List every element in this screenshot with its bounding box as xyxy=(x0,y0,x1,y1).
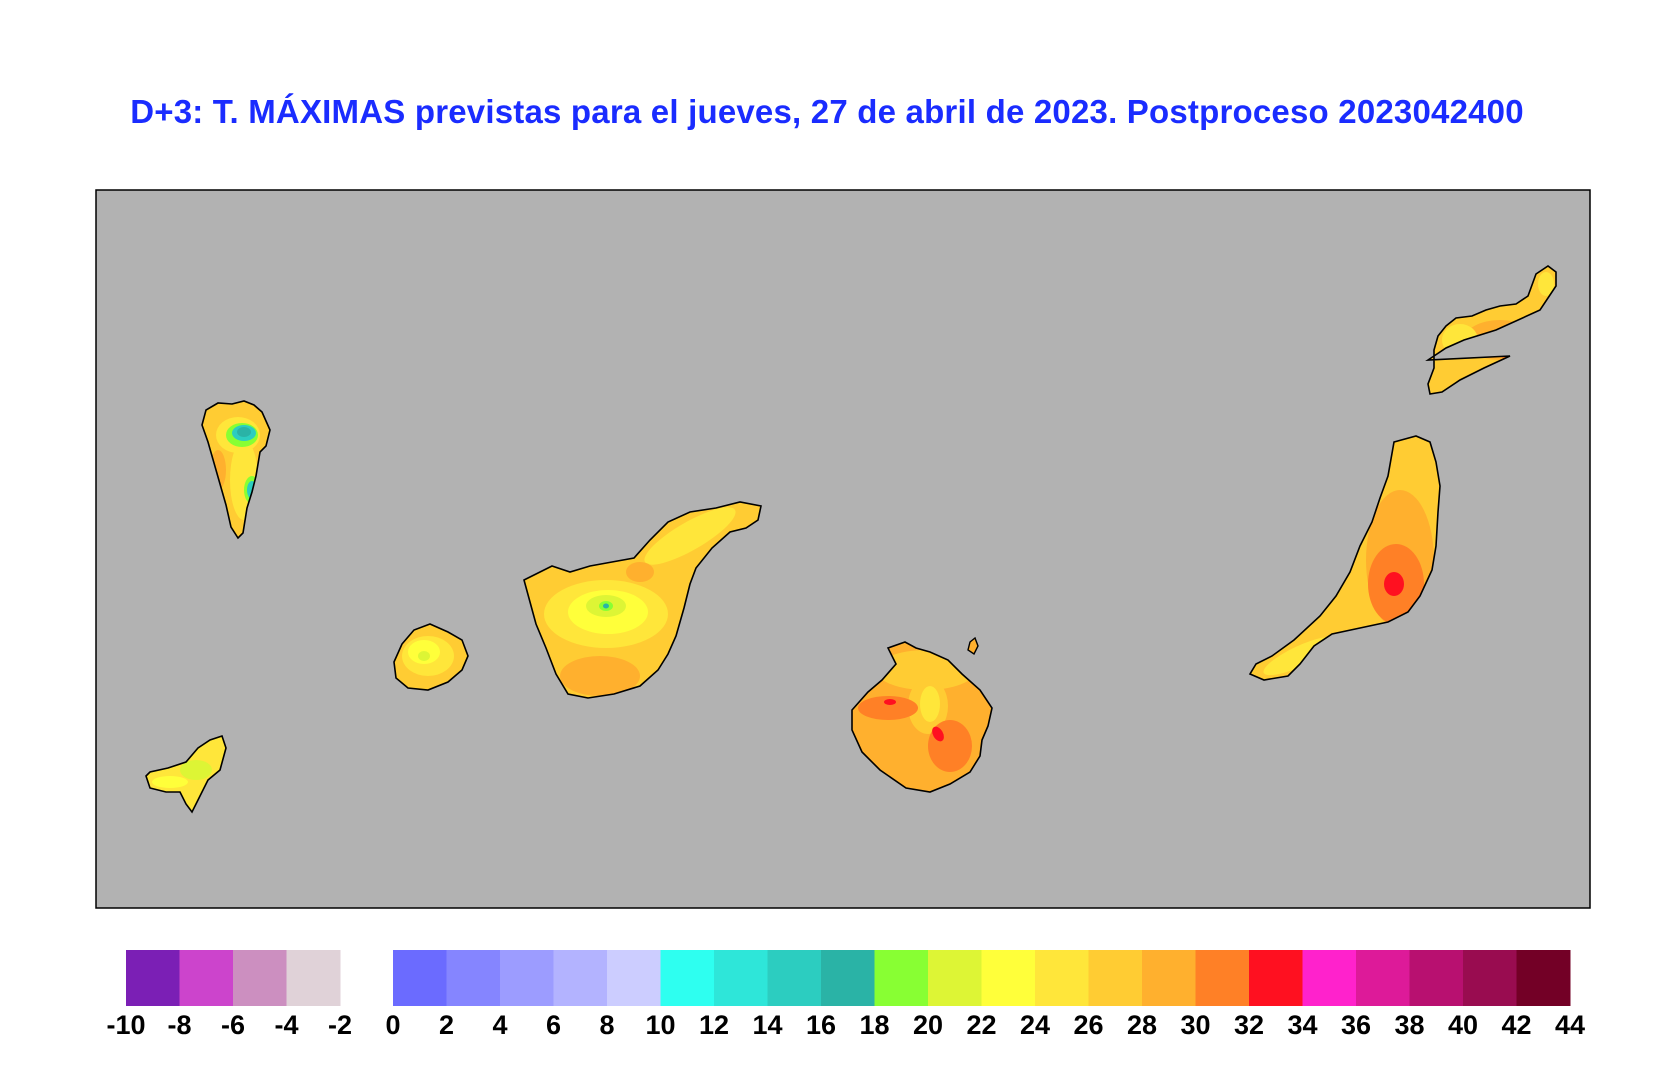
legend-positive-label: 36 xyxy=(1341,1010,1371,1040)
legend-positive-swatch xyxy=(393,950,447,1006)
legend-positive-swatch xyxy=(821,950,875,1006)
legend-negative-label: -10 xyxy=(106,1010,145,1040)
legend-positive-swatch xyxy=(1463,950,1517,1006)
legend-negative-swatch xyxy=(286,950,341,1006)
legend-positive-label: 12 xyxy=(699,1010,729,1040)
legend-positive-label: 30 xyxy=(1180,1010,1210,1040)
legend-positive-label: 16 xyxy=(806,1010,836,1040)
legend-positive-label: 14 xyxy=(752,1010,782,1040)
legend-negative-label: -4 xyxy=(274,1010,298,1040)
legend-positive-swatch xyxy=(500,950,554,1006)
legend-positive-label: 22 xyxy=(966,1010,996,1040)
legend-positive-swatch xyxy=(660,950,715,1006)
legend-negative-label: -8 xyxy=(167,1010,191,1040)
legend-positive-label: 6 xyxy=(546,1010,561,1040)
legend-negative-label: -6 xyxy=(221,1010,245,1040)
island-tenerife xyxy=(523,501,762,699)
legend-positive-label: 44 xyxy=(1555,1010,1585,1040)
legend-positive-swatch xyxy=(607,950,661,1006)
legend-positive-swatch xyxy=(981,950,1036,1006)
legend-negative-label: -2 xyxy=(328,1010,352,1040)
map-title: D+3: T. MÁXIMAS previstas para el jueves… xyxy=(130,93,1524,130)
legend-positive-swatch xyxy=(553,950,608,1006)
legend-positive-swatch xyxy=(1088,950,1143,1006)
legend-positive-label: 2 xyxy=(439,1010,454,1040)
legend-positive-swatch xyxy=(1249,950,1303,1006)
legend-positive-swatch xyxy=(1142,950,1196,1006)
legend-positive-label: 24 xyxy=(1020,1010,1050,1040)
legend-positive-label: 0 xyxy=(385,1010,400,1040)
legend-positive-label: 28 xyxy=(1127,1010,1157,1040)
legend-negative-swatch xyxy=(233,950,287,1006)
legend-positive-swatch xyxy=(767,950,822,1006)
legend-positive-swatch xyxy=(1035,950,1089,1006)
legend-negative-swatch xyxy=(126,950,180,1006)
island-gran-canaria xyxy=(851,636,993,793)
legend-positive-swatch xyxy=(874,950,929,1006)
legend-positive-swatch xyxy=(446,950,501,1006)
legend-positive-label: 10 xyxy=(645,1010,675,1040)
legend-positive-swatch xyxy=(1409,950,1464,1006)
legend-positive-swatch xyxy=(1356,950,1410,1006)
legend-positive-swatch xyxy=(1302,950,1357,1006)
temperature-legend: -10 -8 -6 -4 -2 0 2 4 6 8 10 12 14 16 18 20 22 24 26 28 30 32… xyxy=(106,950,1585,1040)
legend-positive-label: 32 xyxy=(1234,1010,1264,1040)
legend-positive-swatch xyxy=(928,950,982,1006)
legend-positive-swatch xyxy=(1195,950,1250,1006)
legend-positive-label: 34 xyxy=(1287,1010,1317,1040)
legend-positive-label: 42 xyxy=(1501,1010,1531,1040)
legend-positive-label: 20 xyxy=(913,1010,943,1040)
legend-positive-swatch xyxy=(1516,950,1571,1006)
island-la-gomera xyxy=(393,623,469,691)
island-el-hierro xyxy=(145,734,227,814)
legend-positive-label: 38 xyxy=(1394,1010,1424,1040)
legend-positive-label: 26 xyxy=(1073,1010,1103,1040)
legend-positive-label: 18 xyxy=(859,1010,889,1040)
legend-positive-label: 8 xyxy=(599,1010,614,1040)
legend-negative-swatch xyxy=(179,950,234,1006)
legend-positive-swatch xyxy=(714,950,768,1006)
legend-positive-label: 4 xyxy=(492,1010,507,1040)
legend-positive-label: 40 xyxy=(1448,1010,1478,1040)
map-frame xyxy=(95,189,1591,909)
